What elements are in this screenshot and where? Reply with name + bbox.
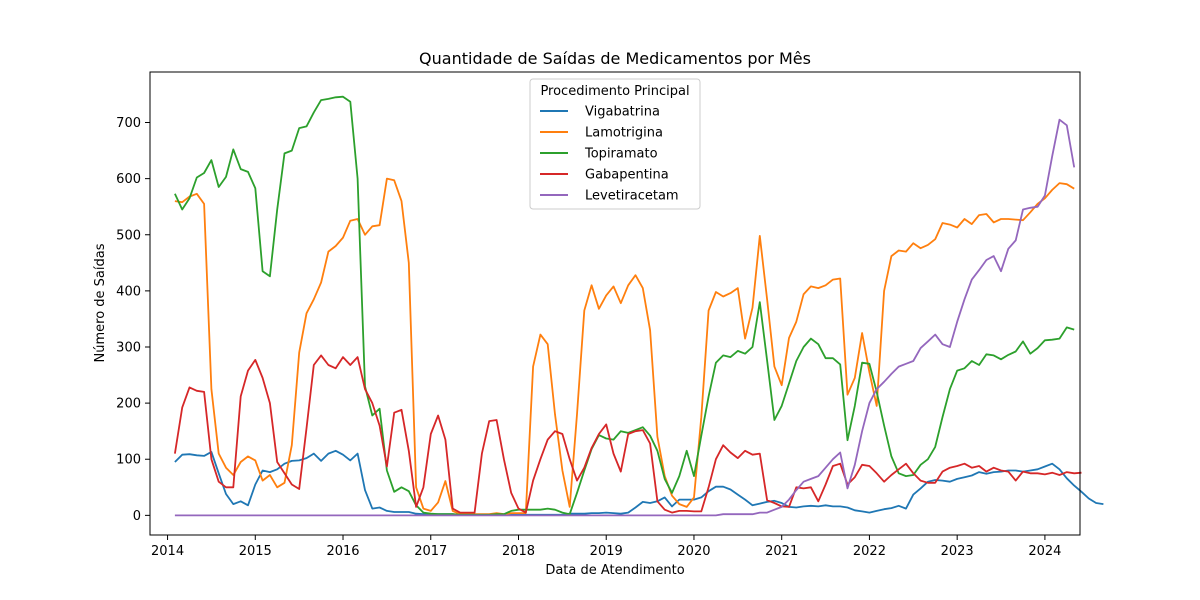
y-tick-label: 700 xyxy=(116,116,141,131)
y-axis-label: Número de Saídas xyxy=(93,243,108,362)
x-tick-label: 2017 xyxy=(414,544,447,559)
legend: Procedimento Principal Vigabatrina Lamotr… xyxy=(529,78,701,210)
x-tick-label: 2020 xyxy=(677,544,710,559)
series-line-topiramato xyxy=(174,95,1075,516)
y-tick-label: 500 xyxy=(116,228,141,243)
x-tick-label: 2024 xyxy=(1028,544,1061,559)
x-tick-label: 2021 xyxy=(765,544,798,559)
x-tick-label: 2014 xyxy=(151,544,184,559)
legend-label-lamotrigina: Lamotrigina xyxy=(585,126,663,141)
x-tick-label: 2019 xyxy=(590,544,623,559)
legend-label-levetiracetam: Levetiracetam xyxy=(585,189,679,204)
x-tick-label: 2023 xyxy=(941,544,974,559)
series-line-vigabatrina xyxy=(174,449,1104,516)
y-tick-label: 200 xyxy=(116,397,141,412)
x-tick-label: 2015 xyxy=(239,544,272,559)
series-line-levetiracetam xyxy=(174,118,1076,517)
chart-title: Quantidade de Saídas de Medicamentos por… xyxy=(419,49,811,68)
y-tick-label: 300 xyxy=(116,340,141,355)
series-group xyxy=(174,95,1104,517)
x-axis: 2014 2015 2016 2017 2018 2019 2020 2021 2022 2023… xyxy=(151,535,1061,559)
y-tick-label: 400 xyxy=(116,284,141,299)
series-line-lamotrigina xyxy=(174,177,1075,516)
y-tick-label: 100 xyxy=(116,453,141,468)
legend-entries: Vigabatrina Lamotrigina Topiramato Gabapent… xyxy=(540,105,679,204)
legend-label-vigabatrina: Vigabatrina xyxy=(585,105,660,120)
y-tick-label: 600 xyxy=(116,172,141,187)
legend-label-gabapentina: Gabapentina xyxy=(585,168,669,183)
x-tick-label: 2022 xyxy=(853,544,886,559)
legend-title: Procedimento Principal xyxy=(540,84,689,99)
x-axis-label: Data de Atendimento xyxy=(545,563,684,578)
x-tick-label: 2016 xyxy=(326,544,359,559)
legend-box xyxy=(529,78,701,210)
y-tick-label: 0 xyxy=(133,509,141,524)
x-tick-label: 2018 xyxy=(502,544,535,559)
series-line-gabapentina xyxy=(174,354,1082,514)
y-axis: 0 100 200 300 400 500 600 700 xyxy=(116,116,150,524)
legend-label-topiramato: Topiramato xyxy=(584,147,658,162)
plot-frame xyxy=(149,71,1081,536)
